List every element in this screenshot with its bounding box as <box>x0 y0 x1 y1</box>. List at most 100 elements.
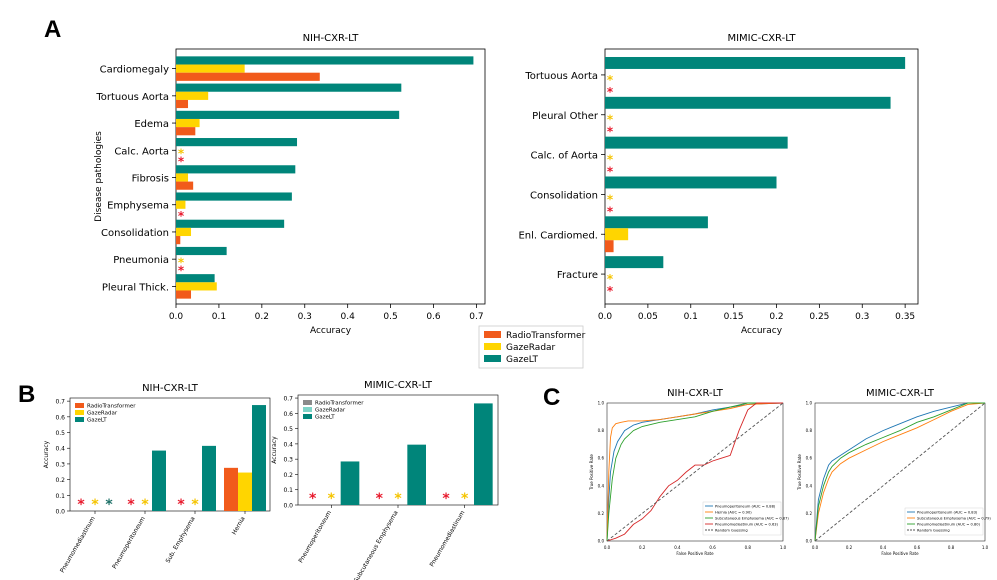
roc-legend-label-pneumomediastinum-auc-0-80: Pneumomediastinum (AUC = 0.80) <box>917 523 981 527</box>
x-tick-label: 0.25 <box>809 312 829 322</box>
x-tick-label: 0.3 <box>855 312 869 322</box>
zero-marker-radiotransformer-tortuous-aorta: * <box>607 85 614 99</box>
bar-radiotransformer-enl-cardiomed <box>605 240 614 253</box>
x-tick-label: 0.2 <box>846 545 853 550</box>
zero-marker-gazeradar-subcutaneous-emphysema: * <box>394 491 402 507</box>
category-label-pleural-other: Pleural Other <box>532 111 599 122</box>
bar-radiotransformer-tortuous-aorta <box>176 99 189 109</box>
category-label-pneumoperitoneum: Pneumoperitoneum <box>111 515 147 570</box>
legend-label-gazelt: GazeLT <box>87 418 107 424</box>
x-tick-label: 1.0 <box>982 545 989 550</box>
x-tick-label: 0.15 <box>724 312 744 322</box>
legend-swatch-gazelt <box>75 417 84 422</box>
legend-swatch-radiotransformer <box>484 331 501 338</box>
bar-gazelt-pneumomediastinum <box>474 403 493 505</box>
bar-gazelt-tortuous-aorta <box>605 56 906 69</box>
y-tick-label: 0.3 <box>283 457 293 464</box>
zero-marker-gazeradar-pneumoperitoneum: * <box>141 497 149 513</box>
y-tick-label: 0.0 <box>598 539 605 544</box>
zero-marker-radiotransformer-fracture: * <box>607 284 614 298</box>
y-tick-label: 0.0 <box>55 509 65 516</box>
y-tick-label: 0.8 <box>598 428 605 433</box>
category-label-hernia: Hernia <box>231 515 247 536</box>
zero-marker-gazeradar-calc-aorta: * <box>178 146 185 160</box>
category-label-enl-cardiomed: Enl. Cardiomed. <box>518 230 598 241</box>
x-tick-label: 0.05 <box>638 312 658 322</box>
plot-frame <box>814 402 986 542</box>
x-axis-label: False Positive Rate <box>676 551 714 556</box>
category-label-pneumomediastinum: Pneumomediastinum <box>59 515 97 574</box>
roc-legend-box <box>904 507 984 536</box>
zero-marker-radiotransformer-pneumomediastinum: * <box>442 491 450 507</box>
x-tick-label: 0.6 <box>709 545 716 550</box>
legend-label-gazelt: GazeLT <box>506 355 539 365</box>
zero-marker-gazeradar-pneumomediastinum: * <box>461 491 469 507</box>
legend-swatch-gazelt <box>303 414 312 419</box>
x-tick-label: 0.35 <box>895 312 915 322</box>
legend-label-gazeradar: GazeRadar <box>315 408 346 414</box>
zero-marker-gazeradar-pneumoperitoneum: * <box>328 491 336 507</box>
legend-label-gazeradar: GazeRadar <box>506 343 556 353</box>
x-tick-label: 0.8 <box>948 545 955 550</box>
category-label-fracture: Fracture <box>557 270 598 281</box>
category-label-calc-aorta: Calc. Aorta <box>114 146 169 157</box>
y-tick-label: 0.7 <box>55 399 65 406</box>
legend-label-radiotransformer: RadioTransformer <box>87 404 136 410</box>
bar-gazelt-calc-of-aorta <box>605 136 788 149</box>
y-tick-label: 1.0 <box>598 401 605 406</box>
category-label-calc-of-aorta: Calc. of Aorta <box>530 151 598 162</box>
bar-radiotransformer-cardiomegaly <box>176 72 320 81</box>
chart-title: MIMIC-CXR-LT <box>727 33 796 44</box>
y-tick-label: 0.2 <box>806 511 813 516</box>
x-tick-label: 0.2 <box>769 312 783 322</box>
chart-a-nih: NIH-CXR-LT 0.0 0.1 0.2 0.3 0.4 0.5 0.6 0.7 Accura… <box>94 33 486 336</box>
y-tick-label: 0.4 <box>55 446 65 453</box>
roc-curve-pneumoperitoneum-auc-0-88 <box>606 402 784 542</box>
roc-curve-subcutaneous-emphysema-auc-0-87 <box>606 402 783 542</box>
category-label-tortuous-aorta: Tortuous Aorta <box>95 92 169 103</box>
bar-gazelt-calc-aorta <box>176 138 298 147</box>
legend-label-gazelt: GazeLT <box>315 415 335 421</box>
bar-gazelt-pneumonia <box>176 246 227 256</box>
zero-marker-radiotransformer-calc-of-aorta: * <box>607 165 614 179</box>
bar-radiotransformer-edema <box>176 127 196 136</box>
y-tick-label: 0.2 <box>283 472 293 479</box>
category-label-fibrosis: Fibrosis <box>132 174 169 185</box>
y-tick-label: 0.5 <box>55 430 65 437</box>
y-tick-label: 0.1 <box>283 487 293 494</box>
y-tick-label: 0.6 <box>598 456 605 461</box>
legend-label-radiotransformer: RadioTransformer <box>506 331 586 341</box>
roc-curve-pneumoperitoneum-auc-0-83 <box>814 402 985 542</box>
bar-gazelt-pleural-other <box>605 96 891 109</box>
roc-legend-label-random-guessing: Random Guessing <box>917 529 950 533</box>
category-label-cardiomegaly: Cardiomegaly <box>100 65 169 76</box>
legend-swatch-gazeradar <box>484 343 501 350</box>
bar-gazeradar-emphysema <box>176 200 186 209</box>
roc-curve-random-guessing <box>814 402 986 542</box>
y-tick-label: 0.8 <box>806 428 813 433</box>
chart-title: MIMIC-CXR-LT <box>866 388 935 399</box>
y-tick-label: 0.6 <box>283 411 293 418</box>
roc-legend-box <box>702 501 782 536</box>
y-axis-label: Disease pathologies <box>94 131 104 222</box>
chart-title: NIH-CXR-LT <box>303 33 360 44</box>
chart-b-nih: NIH-CXR-LT 0.0 0.1 0.2 0.3 0.4 0.5 0.6 0.7 Accura… <box>43 383 271 574</box>
bar-gazelt-pleural-thick <box>176 274 215 283</box>
bar-gazelt-enl-cardiomed <box>605 216 708 229</box>
chart-b-mimic: MIMIC-CXR-LT 0.0 0.1 0.2 0.3 0.4 0.5 0.6 0.7 Accu… <box>271 380 499 580</box>
zero-marker-gazeradar-sub-emphysema: * <box>191 497 199 513</box>
bar-radiotransformer-consolidation <box>176 236 181 245</box>
roc-curve-random-guessing <box>606 402 784 542</box>
chart-title: MIMIC-CXR-LT <box>364 380 433 391</box>
roc-legend-label-pneumomediastinum-auc-0-63: Pneumomediastinum (AUC = 0.63) <box>715 523 779 527</box>
zero-marker-gazeradar-pleural-other: * <box>607 113 614 127</box>
zero-marker-radiotransformer-pneumonia: * <box>178 263 185 277</box>
zero-marker-radiotransformer-pneumomediastinum: * <box>77 497 85 513</box>
legend-label-gazeradar: GazeRadar <box>87 411 118 417</box>
bar-gazeradar-fibrosis <box>176 173 189 182</box>
x-axis-label: Accuracy <box>741 326 783 336</box>
x-tick-label: 0.6 <box>426 312 441 322</box>
bar-radiotransformer-pleural-thick <box>176 290 192 299</box>
x-tick-label: 0.1 <box>684 312 698 322</box>
